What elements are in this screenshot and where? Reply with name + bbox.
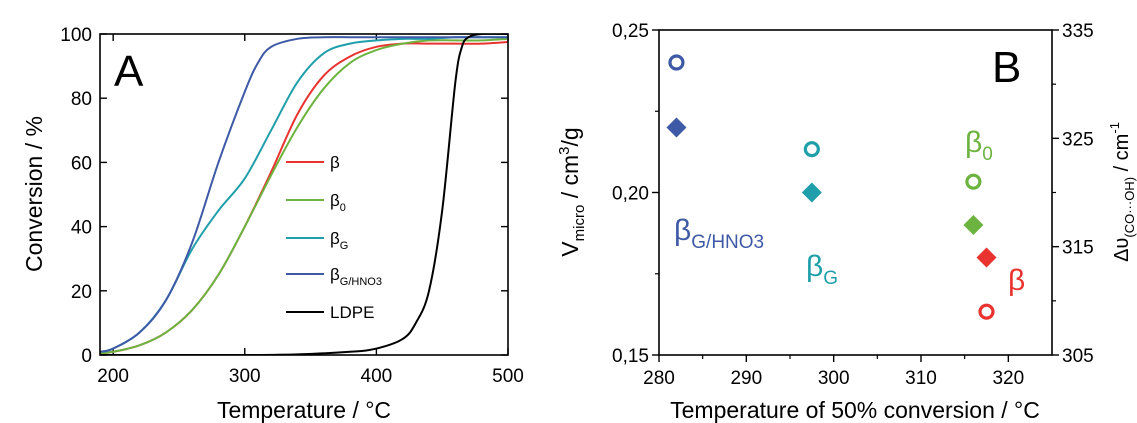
panel-a: 200 300 400 500 0 20 40 60 80 100 A β β0 βG βG/HNO3 L… <box>21 25 524 423</box>
vmicro-marker <box>666 117 687 138</box>
panel-b-ytick-right-label: 325 <box>1062 129 1094 150</box>
sample-annotation: β <box>1008 264 1025 297</box>
delta-nu-marker <box>668 54 685 71</box>
panel-b-ylabel-left: Vmicro / cm3/g <box>556 127 588 256</box>
panel-b-annotations: βG/HNO3 βG β0 β <box>674 126 1025 297</box>
panel-b-xtick-label: 320 <box>992 368 1024 389</box>
panel-b-ticks: 280 290 300 310 320 0,15 0,20 0,25 305 315 325 335 <box>612 21 1094 389</box>
sample-annotation: βG/HNO3 <box>674 214 764 253</box>
panel-a-ytick-label: 100 <box>60 25 92 46</box>
panel-b-xtick-label: 290 <box>730 368 762 389</box>
panel-a-xtick-label: 300 <box>229 366 261 387</box>
panel-b-ytick-right-label: 305 <box>1062 346 1094 367</box>
delta-nu-marker <box>965 173 982 190</box>
panel-b-frame <box>658 29 1053 356</box>
vmicro-marker <box>963 215 984 235</box>
series-line-βG <box>100 36 508 353</box>
panel-b-ytick-left-label: 0,20 <box>612 184 649 205</box>
panel-a-frame <box>99 33 509 356</box>
panel-a-ytick-label: 40 <box>71 218 92 239</box>
panel-a-xtick-label: 200 <box>97 366 129 387</box>
vmicro-marker <box>801 182 822 203</box>
panel-a-ytick-label: 0 <box>81 346 92 367</box>
legend-label: β0 <box>330 191 346 214</box>
legend-label: β <box>330 153 340 172</box>
panel-a-ytick-label: 80 <box>71 89 92 110</box>
series-line-βG/HNO3 <box>100 36 508 353</box>
panel-b-xtick-label: 300 <box>818 368 850 389</box>
panel-a-ytick-label: 20 <box>71 282 92 303</box>
series-line-β0 <box>100 37 508 355</box>
legend-label: βG/HNO3 <box>330 265 382 288</box>
panel-b-xtick-label: 310 <box>905 368 937 389</box>
delta-nu-marker <box>978 303 995 320</box>
panel-b-points <box>666 54 997 320</box>
panel-a-label: A <box>114 47 144 96</box>
panel-b-xtick-label: 280 <box>643 368 675 389</box>
panel-b-ytick-left-label: 0,25 <box>612 21 649 42</box>
panel-a-xlabel: Temperature / °C <box>217 397 391 423</box>
panel-b-ytick-left-label: 0,15 <box>612 346 649 367</box>
panel-b-ytick-right-label: 335 <box>1062 21 1094 42</box>
delta-nu-marker <box>803 141 820 158</box>
panel-b-label: B <box>992 43 1021 92</box>
panel-a-legend: β β0 βG βG/HNO3 LDPE <box>286 153 382 322</box>
sample-annotation: β0 <box>965 126 993 165</box>
panel-b: 280 290 300 310 3200,150,200,25305315325335 … <box>556 21 1137 423</box>
sample-annotation: βG <box>806 250 838 289</box>
panel-a-xtick-label: 400 <box>361 366 393 387</box>
panel-b-ytick-right-label: 315 <box>1062 238 1094 259</box>
vmicro-marker <box>976 247 997 268</box>
legend-label: LDPE <box>330 303 374 322</box>
panel-b-xlabel: Temperature of 50% conversion / °C <box>670 397 1040 423</box>
panel-a-xtick-label: 500 <box>492 366 524 387</box>
panel-a-ytick-label: 60 <box>71 153 92 174</box>
panel-a-series <box>100 34 508 355</box>
panel-b-ylabel-right: Δυ(CO···OH) / cm-1 <box>1107 122 1137 262</box>
panel-a-ylabel: Conversion / % <box>21 116 47 272</box>
legend-label: βG <box>330 229 348 252</box>
